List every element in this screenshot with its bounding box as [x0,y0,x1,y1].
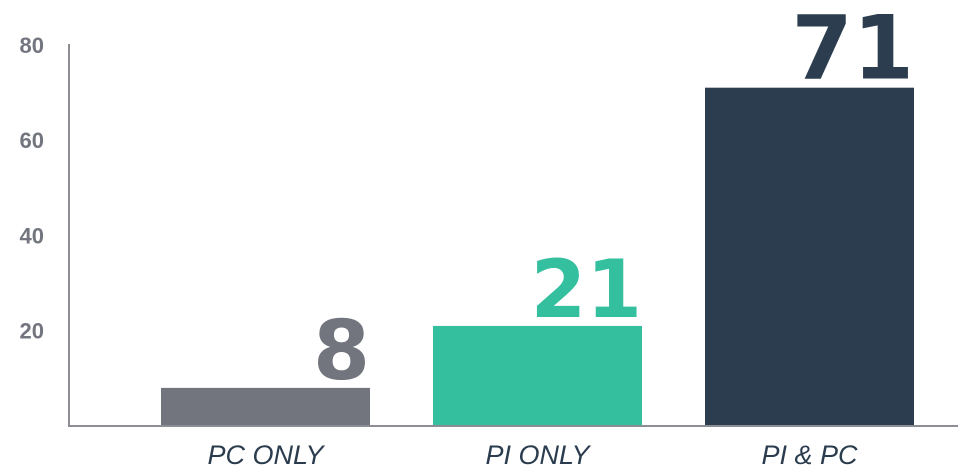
bar [433,325,642,426]
y-tick-label: 80 [20,33,44,58]
y-tick-labels: 20 40 60 80 [20,33,44,344]
y-tick-label: 60 [20,128,44,153]
bar [705,87,914,426]
y-tick-label: 20 [20,319,44,344]
x-tick-label: PI & PC [761,440,858,469]
value-labels: 8 21 71 [313,0,914,399]
x-tick-label: PI ONLY [485,440,591,469]
bars [161,87,914,426]
value-label: 8 [313,304,370,399]
y-tick-label: 40 [20,223,44,248]
value-label: 21 [531,243,642,336]
x-tick-label: PC ONLY [207,440,325,469]
value-label: 71 [792,0,914,100]
bar [161,387,370,426]
x-tick-labels: PC ONLY PI ONLY PI & PC [207,440,858,469]
